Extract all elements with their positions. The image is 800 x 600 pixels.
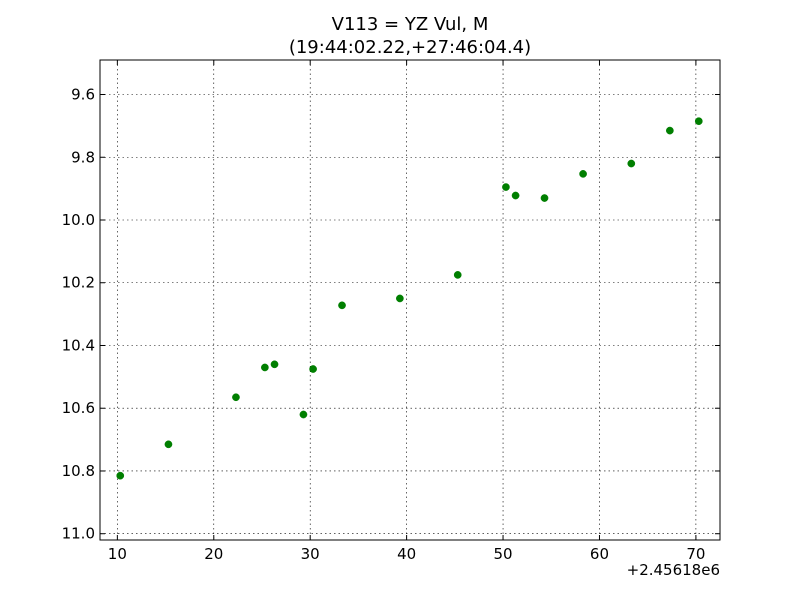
x-tick-label: 50 <box>494 545 513 563</box>
data-point <box>666 126 674 135</box>
data-point <box>261 363 269 372</box>
data-point <box>627 159 636 168</box>
y-tick-label: 10.2 <box>62 274 95 292</box>
data-point <box>453 271 462 279</box>
x-tick-label: 60 <box>590 545 609 563</box>
data-point <box>116 471 125 480</box>
chart-title-line1: V113 = YZ Vul, M <box>332 14 489 35</box>
data-point <box>579 170 587 178</box>
y-tick-label: 10.0 <box>62 211 95 229</box>
data-point <box>540 194 549 202</box>
x-tick-label: 10 <box>108 545 127 563</box>
data-point <box>232 393 240 402</box>
x-tick-label: 40 <box>397 545 416 563</box>
chart-title-line2: (19:44:02.22,+27:46:04.4) <box>289 37 531 58</box>
grid-lines <box>100 60 720 540</box>
data-point <box>511 191 520 200</box>
data-point <box>338 301 346 310</box>
x-offset-label: +2.45618e6 <box>627 561 720 579</box>
data-point <box>164 440 173 449</box>
data-point <box>309 365 317 373</box>
data-point <box>694 117 703 126</box>
x-tick-label: 20 <box>204 545 223 563</box>
plot-frame <box>99 59 721 541</box>
y-tick-label: 9.6 <box>71 86 95 104</box>
data-point <box>270 360 279 369</box>
y-tick-label: 9.8 <box>71 148 95 166</box>
data-point <box>396 294 404 303</box>
y-tick-label: 10.8 <box>62 462 95 480</box>
x-tick-label: 70 <box>686 545 705 563</box>
data-points <box>116 117 703 480</box>
y-tick-label: 10.6 <box>62 399 95 417</box>
data-point <box>299 410 308 419</box>
x-tick-label: 30 <box>301 545 320 563</box>
data-point <box>502 183 510 191</box>
axis-ticks: 10 20 30 40 50 60 70 9.6 9.8 10.0 10.2 10.4 10.6 10.8… <box>62 60 720 563</box>
y-tick-label: 11.0 <box>62 525 95 543</box>
y-tick-label: 10.4 <box>62 336 95 354</box>
